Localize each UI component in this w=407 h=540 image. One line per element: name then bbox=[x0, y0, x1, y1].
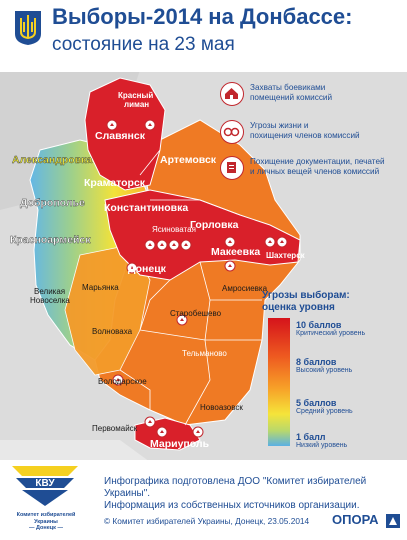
copyright-text: © Комитет избирателей Украины, Донецк, 2… bbox=[104, 516, 310, 526]
city-label-mariupol: Мариуполь bbox=[150, 438, 210, 450]
city-label-aleksandrovka: Александровка bbox=[12, 154, 92, 166]
threat-theft-line2: и личных вещей членов комиссий bbox=[250, 167, 380, 176]
region-north-red bbox=[84, 77, 166, 191]
legend-title-line1: Угрозы выборам: bbox=[262, 290, 350, 301]
house-flag-icon bbox=[220, 82, 244, 106]
legend-title: Угрозы выборам: оценка уровня bbox=[262, 290, 350, 314]
legend-title-line2: оценка уровня bbox=[262, 302, 335, 313]
opora-triangle-icon bbox=[386, 514, 400, 528]
threat-theft-text: Похищение документации, печатей и личных… bbox=[250, 157, 385, 177]
info-text: Инфографика подготовлена ДОО "Комитет из… bbox=[104, 476, 394, 512]
legend-level-medium-points: 5 баллов bbox=[296, 398, 337, 408]
threat-theft: Похищение документации, печатей и личных… bbox=[220, 156, 400, 186]
map-threat-icons bbox=[106, 119, 288, 438]
town-label-telmanovo: Тельманово bbox=[182, 349, 227, 358]
header: Выборы-2014 на Донбассе: состояние на 23… bbox=[0, 0, 407, 72]
threat-theft-line1: Похищение документации, печатей bbox=[250, 157, 385, 166]
legend-level-medium-name: Средний уровень bbox=[296, 408, 353, 415]
legend-level-high: 8 баллов Высокий уровень bbox=[296, 357, 352, 374]
threat-capture-line2: помещений комиссий bbox=[250, 93, 333, 102]
legend-level-critical: 10 баллов Критический уровень bbox=[296, 320, 365, 337]
city-label-dobropolye: Доброполье bbox=[20, 197, 85, 209]
town-label-velikaya: Великая bbox=[34, 287, 65, 296]
town-label-shakhtersk: Шахтерск bbox=[266, 251, 306, 260]
city-label-konstantinovka: Константиновка bbox=[104, 202, 188, 214]
page-subtitle: состояние на 23 мая bbox=[52, 34, 235, 55]
legend-level-low-name: Низкий уровень bbox=[296, 442, 348, 449]
threat-abduction-line1: Угрозы жизни и bbox=[250, 121, 309, 130]
legend-level-critical-name: Критический уровень bbox=[296, 330, 366, 337]
town-label-yasinovataya: Ясиноватая bbox=[152, 225, 196, 234]
district-borders bbox=[119, 149, 262, 426]
town-label-krasny: Красный bbox=[118, 91, 153, 100]
page-title: Выборы-2014 на Донбассе: bbox=[52, 4, 353, 29]
kvu-logo-letters: КВУ bbox=[35, 478, 55, 489]
town-label-novoazovsk: Новоазовск bbox=[200, 403, 243, 412]
legend-level-medium: 5 баллов Средний уровень bbox=[296, 398, 353, 415]
town-label-liman: лиман bbox=[124, 100, 149, 109]
town-label-pervomaysk: Первомайск bbox=[92, 424, 138, 433]
town-label-volodarskoe: Володарское bbox=[98, 377, 147, 386]
town-label-volnovakha: Волноваха bbox=[92, 327, 133, 336]
legend-level-high-points: 8 баллов bbox=[296, 357, 337, 367]
city-label-slavyansk: Славянск bbox=[95, 130, 146, 142]
documents-icon bbox=[220, 156, 244, 180]
trident-coat-of-arms-icon bbox=[15, 11, 41, 45]
threat-abduction-text: Угрозы жизни и похищения членов комиссий bbox=[250, 121, 360, 141]
city-label-krasnoarmeysk: Красноармейск bbox=[10, 234, 91, 246]
opora-logo-text: ОПОРА bbox=[332, 512, 379, 527]
legend-level-low-points: 1 балл bbox=[296, 432, 326, 442]
threat-abduction: Угрозы жизни и похищения членов комиссий bbox=[220, 120, 400, 150]
legend-level-high-name: Высокий уровень bbox=[296, 367, 353, 374]
handcuffs-icon bbox=[220, 120, 244, 144]
opora-logo: ОПОРА bbox=[332, 512, 402, 530]
logo-caption-line2: — Донецк — bbox=[29, 525, 63, 531]
legend-color-scale bbox=[268, 318, 290, 446]
kvu-logo: КВУ bbox=[12, 466, 78, 506]
city-label-kramatorsk: Краматорск bbox=[84, 177, 146, 189]
city-label-donetsk: Донецк bbox=[128, 263, 167, 275]
threat-capture-text: Захваты боевиками помещений комиссий bbox=[250, 83, 332, 103]
legend-level-low: 1 балл Низкий уровень bbox=[296, 432, 347, 449]
threat-abduction-line2: похищения членов комиссий bbox=[250, 131, 360, 140]
town-label-novoselka: Новоселка bbox=[30, 296, 70, 305]
threat-capture-line1: Захваты боевиками bbox=[250, 83, 326, 92]
sea-of-azov bbox=[0, 440, 150, 462]
town-label-amrosievka: Амросиевка bbox=[222, 284, 268, 293]
logo-caption: Комитет избирателей Украины — Донецк — bbox=[6, 512, 86, 532]
info-line1: Инфографика подготовлена ДОО "Комитет из… bbox=[104, 476, 367, 499]
town-label-maryanka: Марьянка bbox=[82, 283, 119, 292]
info-line2: Информация из собственных источников орг… bbox=[104, 500, 360, 511]
town-label-starobeshevo: Старобешево bbox=[170, 309, 222, 318]
city-label-gorlovka: Горловка bbox=[190, 219, 239, 231]
city-label-makeevka: Макеевка bbox=[211, 246, 260, 258]
threat-capture: Захваты боевиками помещений комиссий bbox=[220, 82, 400, 112]
city-label-artemovsk: Артемовск bbox=[160, 154, 217, 166]
logo-caption-line1: Комитет избирателей Украины bbox=[16, 512, 76, 525]
legend-level-critical-points: 10 баллов bbox=[296, 320, 342, 330]
